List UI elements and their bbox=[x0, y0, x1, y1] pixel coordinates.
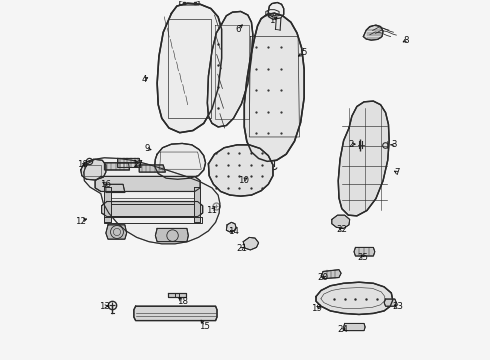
Text: 20: 20 bbox=[318, 273, 329, 282]
Polygon shape bbox=[226, 222, 236, 232]
Polygon shape bbox=[194, 187, 200, 222]
Text: 18: 18 bbox=[77, 161, 88, 170]
Polygon shape bbox=[354, 247, 375, 256]
Text: 7: 7 bbox=[394, 168, 400, 177]
Text: 8: 8 bbox=[404, 36, 409, 45]
Text: 21: 21 bbox=[236, 244, 247, 253]
Polygon shape bbox=[384, 299, 396, 306]
Text: 22: 22 bbox=[336, 225, 347, 234]
Polygon shape bbox=[269, 3, 284, 19]
Text: 3: 3 bbox=[391, 140, 396, 149]
Polygon shape bbox=[95, 176, 200, 192]
Polygon shape bbox=[106, 225, 126, 239]
Polygon shape bbox=[155, 143, 205, 179]
Text: 13: 13 bbox=[99, 302, 110, 311]
Polygon shape bbox=[134, 306, 217, 320]
Text: 25: 25 bbox=[357, 253, 368, 262]
Polygon shape bbox=[101, 202, 203, 217]
Polygon shape bbox=[157, 3, 221, 133]
Polygon shape bbox=[168, 293, 186, 297]
Text: 10: 10 bbox=[238, 176, 249, 185]
Polygon shape bbox=[118, 158, 140, 163]
Text: 4: 4 bbox=[141, 75, 147, 84]
Text: 15: 15 bbox=[199, 322, 210, 331]
Text: 2: 2 bbox=[348, 140, 354, 149]
Text: 23: 23 bbox=[392, 302, 403, 311]
Text: 9: 9 bbox=[145, 144, 150, 153]
Text: 11: 11 bbox=[206, 206, 218, 215]
Text: 1: 1 bbox=[269, 16, 275, 25]
Polygon shape bbox=[245, 13, 304, 161]
Polygon shape bbox=[207, 12, 253, 127]
Text: 14: 14 bbox=[228, 228, 239, 237]
Text: 12: 12 bbox=[75, 217, 86, 226]
Polygon shape bbox=[343, 323, 365, 330]
Text: 18: 18 bbox=[177, 297, 188, 306]
Polygon shape bbox=[321, 270, 341, 279]
Polygon shape bbox=[155, 228, 188, 242]
Polygon shape bbox=[104, 163, 129, 170]
Polygon shape bbox=[243, 237, 259, 250]
Polygon shape bbox=[106, 184, 125, 193]
Polygon shape bbox=[332, 215, 350, 228]
Polygon shape bbox=[118, 163, 141, 167]
Polygon shape bbox=[364, 25, 383, 40]
Polygon shape bbox=[338, 101, 389, 216]
Text: 24: 24 bbox=[337, 325, 348, 334]
Text: 19: 19 bbox=[311, 304, 321, 313]
Polygon shape bbox=[139, 165, 166, 172]
Text: 17: 17 bbox=[132, 161, 143, 170]
Text: 16: 16 bbox=[100, 180, 111, 189]
Polygon shape bbox=[208, 145, 273, 196]
Polygon shape bbox=[81, 159, 106, 180]
Polygon shape bbox=[104, 187, 111, 222]
Polygon shape bbox=[316, 282, 393, 315]
Text: 5: 5 bbox=[301, 48, 307, 57]
Polygon shape bbox=[84, 158, 220, 244]
Text: 6: 6 bbox=[235, 25, 241, 34]
